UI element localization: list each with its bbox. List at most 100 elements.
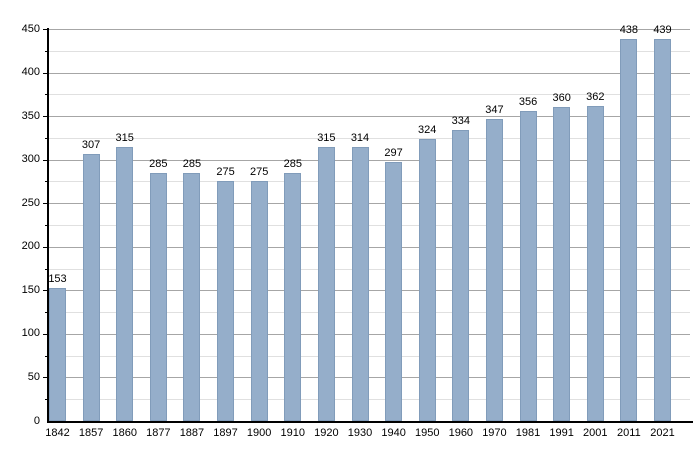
y-axis-label: 50 <box>27 370 40 383</box>
y-axis-label: 150 <box>21 283 40 296</box>
x-axis-category-label: 1900 <box>246 427 272 439</box>
x-axis-category-label: 1940 <box>381 427 406 439</box>
bar-value-label: 439 <box>653 23 672 36</box>
x-axis-category-label: 1857 <box>78 427 104 439</box>
x-axis-category-label: 1887 <box>179 427 205 439</box>
bar-value-label: 275 <box>216 166 235 179</box>
y-axis-tick <box>45 51 48 52</box>
bar <box>418 138 436 421</box>
y-axis-tick <box>45 269 48 270</box>
x-axis-category-label: 2001 <box>583 427 608 439</box>
x-axis-category-label: 1877 <box>146 427 171 439</box>
bar <box>553 107 571 421</box>
minor-gridline <box>48 94 690 95</box>
y-axis-tick <box>43 377 48 378</box>
bar <box>116 146 134 421</box>
y-axis-label: 200 <box>21 240 40 253</box>
bar-value-label: 285 <box>182 157 202 170</box>
bar <box>183 172 201 421</box>
major-gridline <box>48 29 690 30</box>
y-axis-tick <box>45 138 48 139</box>
x-axis-category-label: 1950 <box>414 427 440 439</box>
bar <box>654 38 671 421</box>
bar-value-label: 315 <box>317 131 336 144</box>
y-axis-tick <box>43 203 48 204</box>
x-axis-category-label: 1991 <box>549 427 574 439</box>
x-axis-category-label: 1842 <box>45 427 70 439</box>
y-axis-label: 450 <box>21 22 40 35</box>
bar <box>351 147 369 421</box>
bar <box>149 172 167 421</box>
minor-gridline <box>48 356 690 357</box>
bar <box>385 162 403 421</box>
y-axis-tick <box>45 399 48 400</box>
bar-value-label: 153 <box>48 272 67 285</box>
bar-value-label: 285 <box>149 157 168 170</box>
y-axis-tick <box>45 94 48 95</box>
bar <box>452 130 470 421</box>
x-axis-category-label: 1860 <box>112 427 137 439</box>
x-axis-category-label: 1960 <box>448 427 474 439</box>
minor-gridline <box>48 51 690 52</box>
bar-value-label: 362 <box>586 90 605 103</box>
minor-gridline <box>48 138 690 139</box>
minor-gridline <box>48 181 690 182</box>
minor-gridline <box>48 269 690 270</box>
y-axis-tick <box>43 334 48 335</box>
bar <box>519 110 537 421</box>
y-axis-tick <box>45 181 48 182</box>
bar <box>317 146 335 421</box>
x-axis-category-label: 1897 <box>213 427 238 439</box>
y-axis-tick <box>43 116 48 117</box>
bar-value-label: 307 <box>81 138 101 151</box>
y-axis-label: 250 <box>21 196 40 209</box>
x-axis-category-label: 1970 <box>482 427 507 439</box>
major-gridline <box>48 377 690 378</box>
major-gridline <box>48 290 690 291</box>
x-axis-category-label: 2021 <box>650 427 675 439</box>
y-axis-tick <box>43 29 48 30</box>
y-axis <box>47 28 49 422</box>
bar <box>620 39 638 421</box>
bar <box>49 287 66 421</box>
major-gridline <box>48 116 690 117</box>
y-axis-label: 400 <box>21 66 40 79</box>
y-axis-tick <box>43 73 48 74</box>
major-gridline <box>48 160 690 161</box>
bar-value-label: 356 <box>518 95 538 108</box>
x-axis <box>47 421 693 423</box>
minor-gridline <box>48 312 690 313</box>
y-axis-label: 300 <box>21 153 40 166</box>
bar-value-label: 275 <box>249 166 269 179</box>
bar <box>217 181 235 421</box>
x-axis-category-label: 2011 <box>617 427 641 439</box>
major-gridline <box>48 247 690 248</box>
bar <box>586 105 604 421</box>
bar-value-label: 347 <box>485 103 504 116</box>
minor-gridline <box>48 225 690 226</box>
y-axis-label: 350 <box>21 109 40 122</box>
y-axis-tick <box>45 225 48 226</box>
x-axis-category-label: 1981 <box>515 427 541 439</box>
bar-value-label: 324 <box>418 123 437 136</box>
x-axis-category-label: 1910 <box>280 427 305 439</box>
y-axis-tick <box>43 160 48 161</box>
bar <box>485 118 503 421</box>
major-gridline <box>48 73 690 74</box>
bar-value-label: 297 <box>384 147 403 160</box>
bar-value-label: 314 <box>350 132 370 145</box>
minor-gridline <box>48 399 690 400</box>
y-axis-tick <box>45 356 48 357</box>
bar-value-label: 360 <box>552 92 571 105</box>
y-axis-tick <box>43 290 48 291</box>
bar-value-label: 285 <box>283 157 302 170</box>
bar <box>250 181 268 421</box>
major-gridline <box>48 334 690 335</box>
x-axis-category-label: 1930 <box>347 427 373 439</box>
major-gridline <box>48 203 690 204</box>
y-axis-label: 0 <box>33 414 40 427</box>
bar <box>284 172 302 421</box>
x-axis-category-label: 1920 <box>314 427 339 439</box>
y-axis-label: 100 <box>21 327 40 340</box>
